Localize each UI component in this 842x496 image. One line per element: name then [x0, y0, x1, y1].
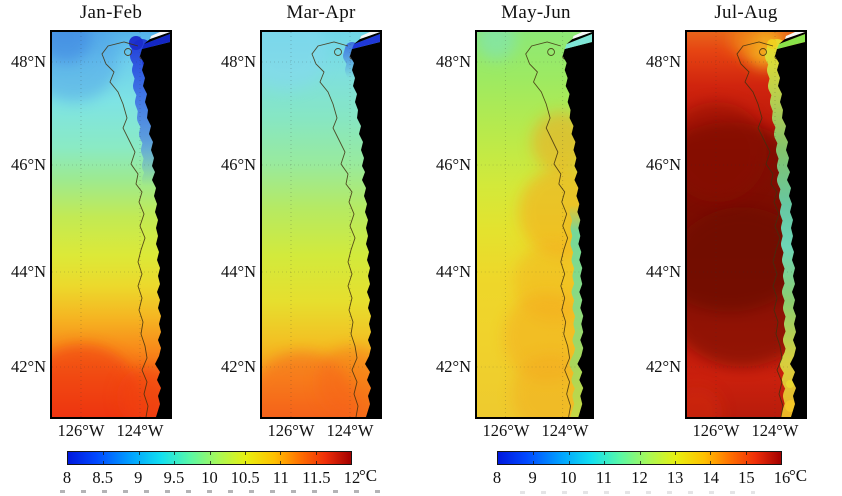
- colorbar-tick-label: 11.5: [302, 468, 331, 487]
- panel-jan-feb: Jan-Feb 48°N 46°N 44°N 42°N 126°W 124°W: [2, 2, 182, 450]
- lon-tick-124w: 124°W: [116, 421, 164, 440]
- cropped-text-artifact: [60, 490, 382, 493]
- lat-tick-44n: 44°N: [220, 262, 256, 281]
- panel-title-jul-aug: Jul-Aug: [714, 2, 778, 23]
- colorbar-tick-mark: [710, 452, 712, 455]
- cropped-text-artifact: [520, 491, 755, 494]
- colorbar-tick-mark: [745, 461, 747, 464]
- colorbar-tick-label: 10: [201, 468, 218, 487]
- panel-mar-apr: Mar-Apr 48°N 46°N 44°N 42°N 126°W 124°W: [212, 2, 392, 450]
- colorbar-tick-label: 11: [595, 468, 612, 487]
- lat-tick-42n: 42°N: [220, 357, 256, 376]
- lat-tick-42n: 42°N: [435, 357, 471, 376]
- colorbar-tick-mark: [533, 452, 535, 455]
- lon-tick-126w: 126°W: [57, 421, 105, 440]
- lon-tick-124w: 124°W: [751, 421, 799, 440]
- colorbar-tick-label: 9: [528, 468, 537, 487]
- colorbar-tick-label: 10: [560, 468, 577, 487]
- colorbar-tick-label: 16: [773, 468, 791, 487]
- lat-tick-46n: 46°N: [435, 155, 471, 174]
- colorbar-tick-mark: [315, 452, 317, 455]
- lat-tick-48n: 48°N: [435, 52, 471, 71]
- colorbar-tick-mark: [568, 461, 570, 464]
- colorbar-tick-mark: [209, 452, 211, 455]
- colorbar-tick-label: 8: [492, 468, 502, 487]
- colorbar-tick-mark: [209, 461, 211, 464]
- colorbar-8-16c: 8 9 10 11 12 13 14 15 16 °C: [493, 451, 807, 495]
- sst-map-jan-feb: [50, 30, 172, 419]
- colorbar-tick-mark: [280, 452, 282, 455]
- colorbar-tick-mark: [103, 461, 105, 464]
- colorbar-tick-mark: [280, 461, 282, 464]
- lat-tick-44n: 44°N: [645, 262, 681, 281]
- colorbar-tick-label: 9.5: [163, 468, 185, 487]
- colorbar-tick-mark: [568, 452, 570, 455]
- sst-map-mar-apr: [260, 30, 382, 419]
- colorbar-unit: °C: [789, 466, 808, 485]
- lat-tick-44n: 44°N: [435, 262, 471, 281]
- colorbar-tick-label: 15: [738, 468, 755, 487]
- panel-title-jan-feb: Jan-Feb: [79, 2, 143, 23]
- panel-title-mar-apr: Mar-Apr: [286, 2, 356, 23]
- colorbar-gradient-8-12: [67, 451, 352, 465]
- colorbar-gradient-8-16: [497, 451, 782, 465]
- lat-tick-46n: 46°N: [10, 155, 46, 174]
- colorbar-tick-mark: [639, 452, 641, 455]
- sst-map-may-jun: [475, 30, 594, 419]
- colorbar-tick-label: 8.5: [92, 468, 113, 487]
- colorbar-tick-mark: [533, 461, 535, 464]
- lat-tick-42n: 42°N: [645, 357, 681, 376]
- colorbar-unit: °C: [359, 466, 378, 485]
- colorbar-tick-mark: [138, 452, 140, 455]
- lat-tick-48n: 48°N: [645, 52, 681, 71]
- colorbar-tick-mark: [138, 461, 140, 464]
- colorbar-tick-mark: [604, 452, 606, 455]
- colorbar-tick-mark: [315, 461, 317, 464]
- panel-may-jun: May-Jun 48°N 46°N 44°N 42°N 126°W 124°W: [427, 2, 607, 450]
- colorbar-tick-mark: [639, 461, 641, 464]
- lat-tick-48n: 48°N: [10, 52, 46, 71]
- sst-map-jul-aug: [685, 30, 807, 419]
- colorbar-tick-mark: [604, 461, 606, 464]
- lon-tick-126w: 126°W: [692, 421, 740, 440]
- colorbar-tick-mark: [674, 452, 676, 455]
- colorbar-tick-label: 9: [134, 468, 143, 487]
- lon-tick-124w: 124°W: [326, 421, 374, 440]
- colorbar-tick-label: 12: [343, 468, 361, 487]
- lat-tick-44n: 44°N: [10, 262, 46, 281]
- colorbar-tick-label: 10.5: [230, 468, 260, 487]
- colorbar-tick-label: 8: [62, 468, 72, 487]
- colorbar-tick-mark: [174, 461, 176, 464]
- colorbar-tick-mark: [745, 452, 747, 455]
- lat-tick-46n: 46°N: [645, 155, 681, 174]
- lon-tick-126w: 126°W: [482, 421, 530, 440]
- colorbar-tick-label: 12: [631, 468, 648, 487]
- panel-title-may-jun: May-Jun: [501, 2, 571, 23]
- colorbar-tick-mark: [174, 452, 176, 455]
- colorbar-tick-mark: [674, 461, 676, 464]
- colorbar-tick-label: 11: [272, 468, 289, 487]
- colorbar-8-12c: 8 8.5 9 9.5 10 10.5 11 11.5 12 °C: [63, 451, 377, 495]
- colorbar-tick-label: 13: [666, 468, 684, 487]
- lon-tick-124w: 124°W: [541, 421, 589, 440]
- colorbar-tick-mark: [103, 452, 105, 455]
- colorbar-tick-label: 14: [702, 468, 720, 487]
- lat-tick-42n: 42°N: [10, 357, 46, 376]
- lon-tick-126w: 126°W: [267, 421, 315, 440]
- colorbar-tick-mark: [710, 461, 712, 464]
- colorbar-tick-mark: [244, 452, 246, 455]
- lat-tick-48n: 48°N: [220, 52, 256, 71]
- panel-jul-aug: Jul-Aug 48°N 46°N 44°N 42°N 126°W 124°W: [637, 2, 817, 450]
- lat-tick-46n: 46°N: [220, 155, 256, 174]
- colorbar-tick-mark: [244, 461, 246, 464]
